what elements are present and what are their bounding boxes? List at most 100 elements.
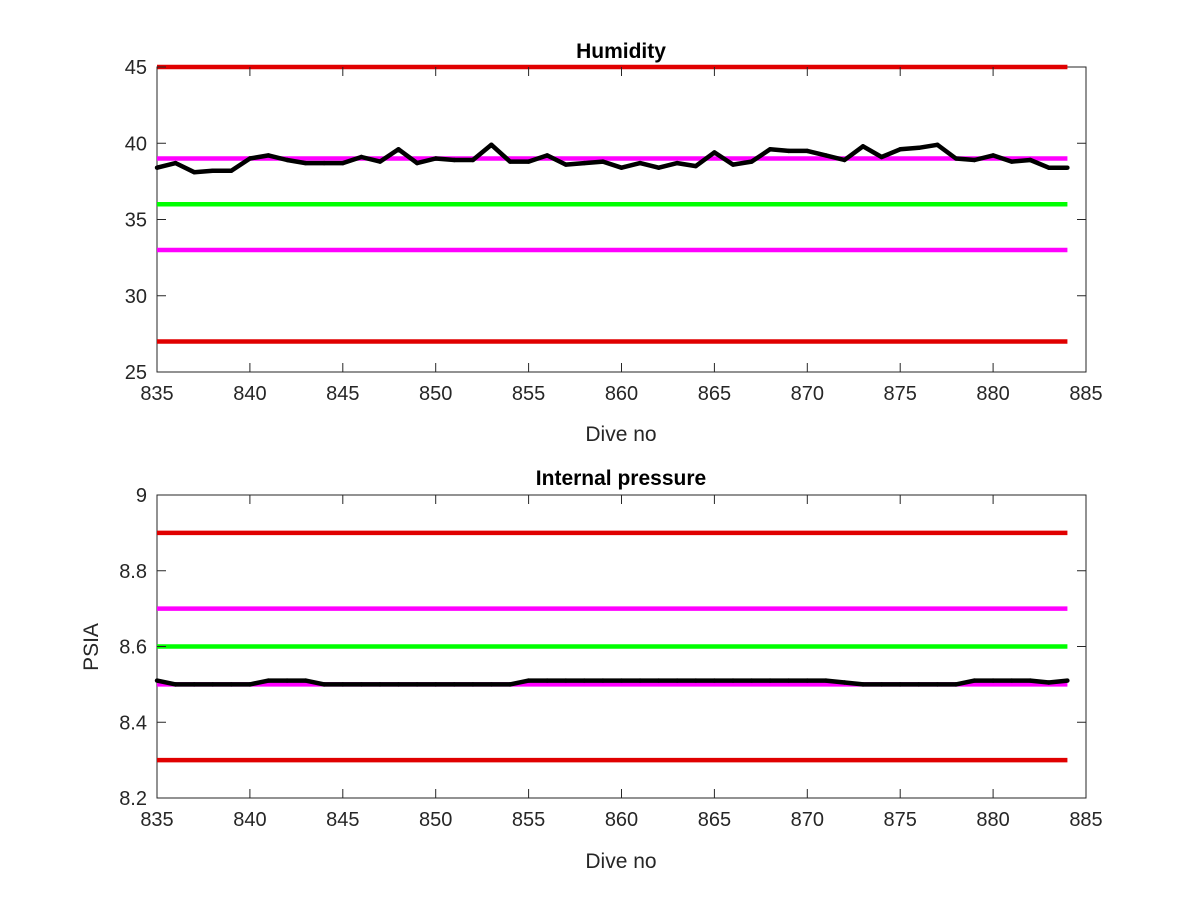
pressure-data-point <box>1046 680 1052 685</box>
pressure-data-point <box>489 682 494 687</box>
pressure-data-point <box>786 678 791 683</box>
humidity-y-tick-label: 35 <box>125 210 147 232</box>
humidity-data-point <box>712 150 717 155</box>
humidity-data-point <box>860 144 866 149</box>
humidity-x-tick-label: 845 <box>326 383 359 405</box>
pressure-series <box>154 678 1070 687</box>
pressure-data-point <box>637 678 643 683</box>
humidity-data-point <box>396 147 401 152</box>
humidity-data-point <box>507 159 513 164</box>
pressure-y-tick-label: 9 <box>136 485 147 507</box>
humidity-data-point <box>377 159 383 164</box>
humidity-data-point <box>1028 157 1033 163</box>
pressure-data-point <box>1065 678 1070 683</box>
humidity-data-point <box>582 160 587 166</box>
pressure-data-point <box>879 682 884 687</box>
humidity-data-point <box>433 156 438 161</box>
humidity-data-point <box>656 165 661 170</box>
humidity-y-tick-label: 40 <box>125 133 147 155</box>
humidity-series <box>154 142 1070 175</box>
pressure-x-tick-label: 835 <box>140 809 173 831</box>
humidity-data-point <box>229 168 234 173</box>
pressure-data-point <box>712 678 717 683</box>
humidity-axes-frame <box>156 66 1087 373</box>
humidity-x-tick-label: 865 <box>698 383 731 405</box>
humidity-data-point <box>1009 159 1014 164</box>
humidity-x-tick-label: 860 <box>605 383 638 405</box>
pressure-data-point <box>247 682 253 687</box>
humidity-data-point <box>322 160 327 166</box>
pressure-data-point <box>935 682 940 687</box>
pressure-data-point <box>693 678 698 683</box>
humidity-ticks: 835 840 845 850 855 860 865 870 875 880 885 25 30 35 4… <box>125 57 1103 405</box>
pressure-x-tick-label: 855 <box>512 809 545 831</box>
humidity-data-point <box>619 165 624 170</box>
pressure-x-tick-label: 850 <box>419 809 452 831</box>
pressure-reference-lines <box>157 530 1068 763</box>
pressure-x-tick-label: 840 <box>233 809 266 831</box>
pressure-data-point <box>767 678 773 683</box>
pressure-subplot: 835 840 845 850 855 860 865 870 875 880 885 8.2 8.4 8… <box>80 467 1103 873</box>
humidity-data-point <box>879 154 884 160</box>
humidity-data-point <box>693 163 698 169</box>
humidity-data-point <box>154 165 160 170</box>
pressure-data-point <box>563 678 568 683</box>
humidity-x-tick-label: 835 <box>140 383 173 405</box>
humidity-data-point <box>470 157 476 163</box>
pressure-ticks: 835 840 845 850 855 860 865 870 875 880 885 8.2 8.4 8… <box>119 485 1103 831</box>
humidity-y-tick-label: 45 <box>125 57 147 79</box>
humidity-x-tick-label: 850 <box>419 383 452 405</box>
pressure-data-point <box>916 682 921 687</box>
humidity-x-tick-label: 880 <box>976 383 1009 405</box>
pressure-y-tick-label: 8.8 <box>119 561 147 583</box>
humidity-x-tick-label: 885 <box>1069 383 1102 405</box>
humidity-x-tick-label: 855 <box>512 383 545 405</box>
pressure-data-line <box>156 678 1068 687</box>
pressure-x-tick-label: 885 <box>1069 809 1102 831</box>
humidity-data-point <box>359 154 364 160</box>
humidity-data-point <box>526 159 531 164</box>
humidity-data-point <box>489 142 494 147</box>
humidity-subplot: 835 840 845 850 855 860 865 870 875 880 885 25 30 35 4… <box>125 40 1103 446</box>
humidity-data-point <box>823 153 829 158</box>
humidity-data-point <box>1046 165 1052 170</box>
humidity-y-tick-label: 25 <box>125 362 147 384</box>
pressure-data-point <box>210 682 215 687</box>
humidity-data-point <box>749 159 754 164</box>
pressure-data-point <box>284 678 290 683</box>
pressure-data-point <box>173 682 178 687</box>
humidity-data-point <box>767 147 773 152</box>
humidity-data-point <box>935 142 940 147</box>
pressure-data-point <box>414 682 420 687</box>
pressure-data-point <box>860 682 866 687</box>
humidity-data-point <box>600 159 606 164</box>
humidity-data-point <box>675 160 680 166</box>
humidity-data-point <box>898 147 903 152</box>
pressure-data-point <box>1028 678 1033 683</box>
pressure-xlabel: Dive no <box>585 850 656 873</box>
humidity-data-point <box>284 157 290 163</box>
pressure-y-tick-label: 8.2 <box>119 788 147 810</box>
pressure-x-tick-label: 875 <box>884 809 917 831</box>
pressure-data-point <box>675 678 680 683</box>
pressure-data-point <box>898 682 903 687</box>
humidity-data-point <box>414 160 420 166</box>
humidity-data-point <box>173 160 178 166</box>
humidity-data-point <box>545 153 550 158</box>
pressure-data-point <box>229 682 234 687</box>
pressure-data-point <box>452 682 457 687</box>
pressure-data-point <box>526 678 531 683</box>
humidity-data-point <box>266 153 271 158</box>
pressure-data-point <box>990 678 996 683</box>
pressure-data-point <box>154 678 160 683</box>
humidity-data-line <box>156 142 1068 175</box>
humidity-data-point <box>247 156 253 161</box>
pressure-data-point <box>359 682 364 687</box>
humidity-data-point <box>637 160 643 166</box>
pressure-data-point <box>823 678 829 683</box>
pressure-data-point <box>953 682 959 687</box>
pressure-data-point <box>1009 678 1014 683</box>
pressure-data-point <box>340 682 345 687</box>
humidity-data-point <box>786 148 791 154</box>
